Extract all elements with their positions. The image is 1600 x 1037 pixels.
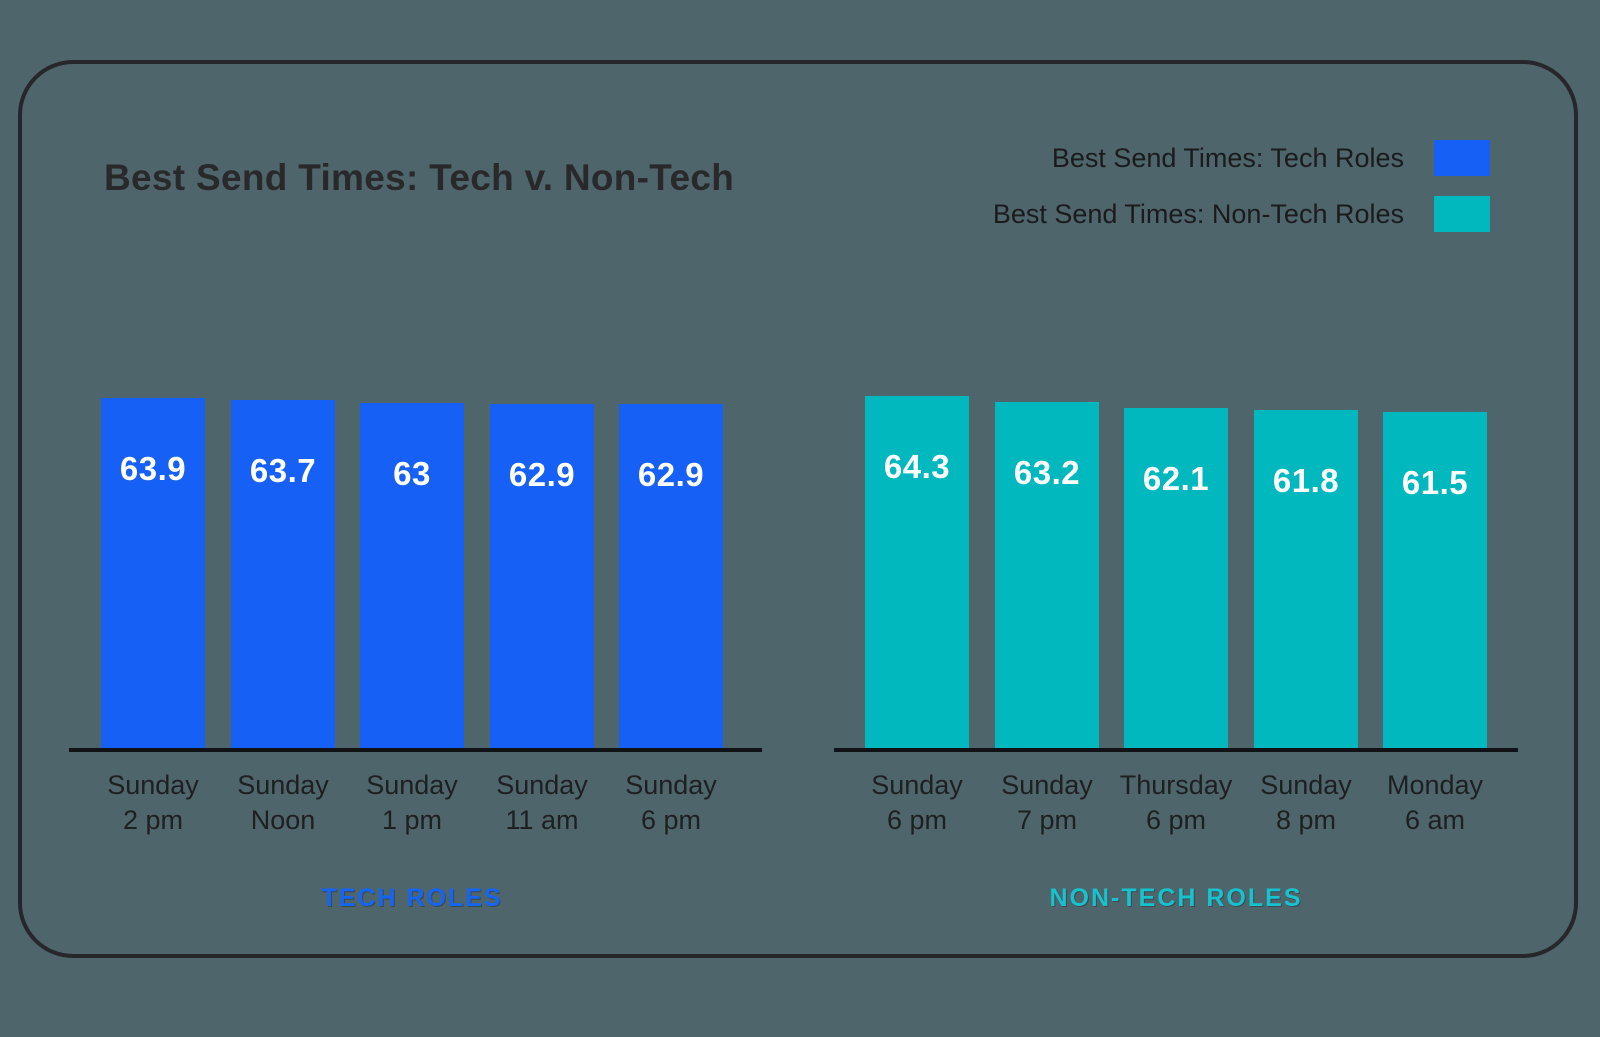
- legend-item-label: Best Send Times: Tech Roles: [1051, 142, 1404, 173]
- legend-item: Best Send Times: Non-Tech Roles: [993, 196, 1490, 232]
- x-tick-time: 6 pm: [640, 805, 702, 835]
- legend-item-label: Best Send Times: Non-Tech Roles: [992, 198, 1404, 229]
- bar: 62.9: [619, 404, 723, 748]
- bar: 64.3: [865, 396, 969, 748]
- x-tick-label: Thursday 6 pm: [1091, 768, 1261, 838]
- bar: 61.5: [1383, 412, 1487, 748]
- bar-value-label: 64.3: [883, 448, 951, 485]
- x-tick-label: Sunday 6 pm: [586, 768, 756, 838]
- bar: 63.7: [231, 400, 335, 748]
- x-tick-time: 6 pm: [886, 805, 948, 835]
- x-tick-label: Sunday Noon: [198, 768, 368, 838]
- x-tick-day: Sunday: [625, 770, 717, 800]
- x-tick-label: Monday 6 am: [1350, 768, 1520, 838]
- bar-value-label: 61.5: [1401, 464, 1469, 501]
- x-tick-time: 8 pm: [1275, 805, 1337, 835]
- x-tick-time: 6 am: [1404, 805, 1466, 835]
- x-tick-day: Thursday: [1119, 770, 1233, 800]
- x-tick-time: Noon: [250, 805, 316, 835]
- chart-frame-border: [18, 60, 1578, 958]
- bar-value-label: 62.1: [1142, 460, 1210, 497]
- group-caption: NON-TECH ROLES: [1049, 884, 1303, 912]
- bar: 63: [360, 403, 464, 748]
- bar-value-label: 63: [393, 455, 431, 492]
- legend-swatch-non-tech: [1434, 196, 1490, 232]
- x-tick-day: Sunday: [496, 770, 588, 800]
- x-tick-label: Sunday 6 pm: [832, 768, 1002, 838]
- bar: 63.2: [995, 402, 1099, 748]
- legend: Best Send Times: Tech Roles Best Send Ti…: [993, 140, 1490, 232]
- bar-value-label: 63.2: [1013, 454, 1081, 491]
- x-axis-line: [834, 748, 1518, 752]
- bar-value-label: 61.8: [1272, 462, 1340, 499]
- bar-value-label: 63.9: [119, 450, 187, 487]
- x-tick-day: Sunday: [1260, 770, 1352, 800]
- x-tick-day: Sunday: [1001, 770, 1093, 800]
- x-tick-label: Sunday 11 am: [457, 768, 627, 838]
- x-tick-time: 2 pm: [122, 805, 184, 835]
- bar: 61.8: [1254, 410, 1358, 748]
- x-tick-day: Sunday: [107, 770, 199, 800]
- x-tick-label: Sunday 2 pm: [68, 768, 238, 838]
- legend-item: Best Send Times: Tech Roles: [1052, 140, 1490, 176]
- x-tick-day: Sunday: [237, 770, 329, 800]
- legend-swatch-tech: [1434, 140, 1490, 176]
- x-tick-label: Sunday 8 pm: [1221, 768, 1391, 838]
- bar-value-label: 62.9: [637, 456, 705, 493]
- bar: 62.9: [490, 404, 594, 748]
- bar-value-label: 63.7: [249, 452, 317, 489]
- x-tick-time: 11 am: [505, 805, 579, 835]
- x-tick-label: Sunday 7 pm: [962, 768, 1132, 838]
- chart-title: Best Send Times: Tech v. Non-Tech: [104, 157, 735, 198]
- x-tick-time: 1 pm: [381, 805, 443, 835]
- x-tick-time: 7 pm: [1016, 805, 1078, 835]
- x-tick-day: Sunday: [871, 770, 963, 800]
- bar: 62.1: [1124, 408, 1228, 748]
- group-caption: TECH ROLES: [321, 884, 503, 912]
- x-axis-line: [69, 748, 762, 752]
- x-tick-day: Sunday: [366, 770, 458, 800]
- x-tick-time: 6 pm: [1145, 805, 1207, 835]
- bar: 63.9: [101, 398, 205, 748]
- bar-value-label: 62.9: [508, 456, 576, 493]
- x-tick-label: Sunday 1 pm: [327, 768, 497, 838]
- x-tick-day: Monday: [1386, 770, 1484, 800]
